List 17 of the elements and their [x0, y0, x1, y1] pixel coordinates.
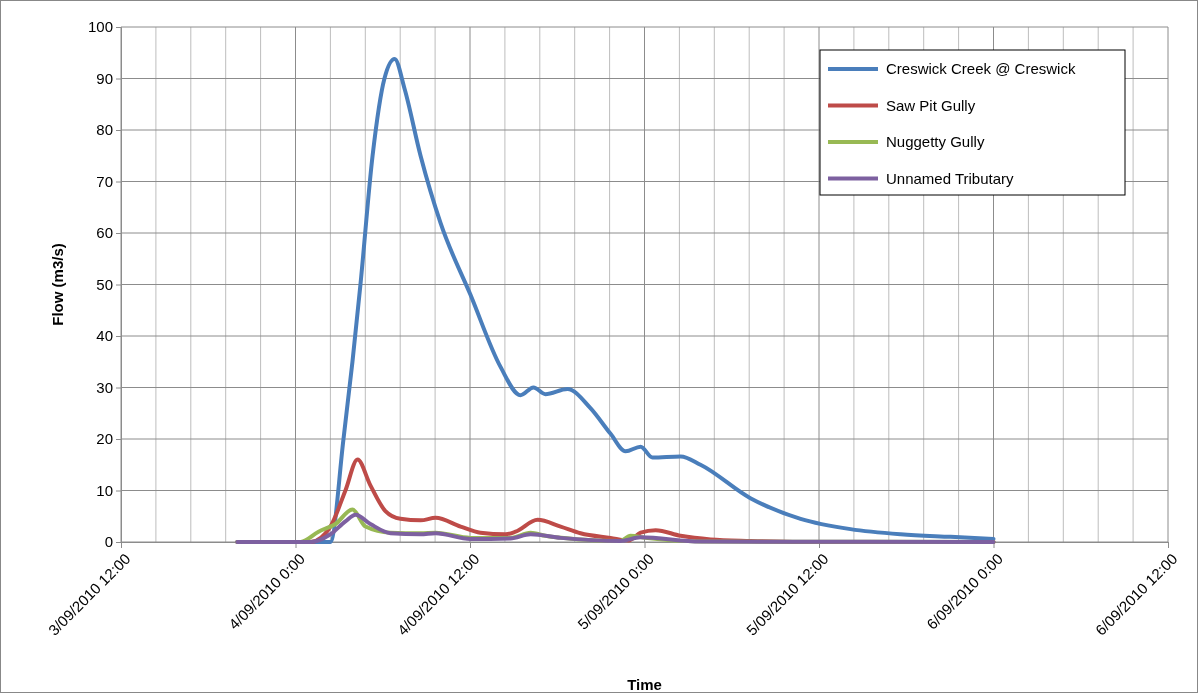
legend-label: Nuggetty Gully — [886, 133, 985, 151]
y-tick-label: 90 — [96, 69, 113, 87]
y-tick-label: 20 — [96, 430, 113, 448]
legend-label: Unnamed Tributary — [886, 169, 1015, 187]
y-tick-label: 60 — [96, 224, 113, 242]
legend-label: Saw Pit Gully — [886, 96, 976, 114]
y-tick-label: 100 — [87, 18, 113, 36]
y-tick-label: 70 — [96, 172, 113, 190]
x-axis-title: Time — [627, 676, 662, 693]
y-tick-label: 10 — [96, 481, 113, 499]
y-tick-label: 80 — [96, 121, 113, 139]
legend-label: Creswick Creek @ Creswick — [886, 60, 1076, 78]
y-tick-label: 40 — [96, 327, 113, 345]
y-axis-title: Flow (m3/s) — [49, 243, 66, 326]
y-tick-label: 30 — [96, 378, 113, 396]
y-tick-label: 0 — [104, 533, 113, 551]
y-tick-label: 50 — [96, 275, 113, 293]
